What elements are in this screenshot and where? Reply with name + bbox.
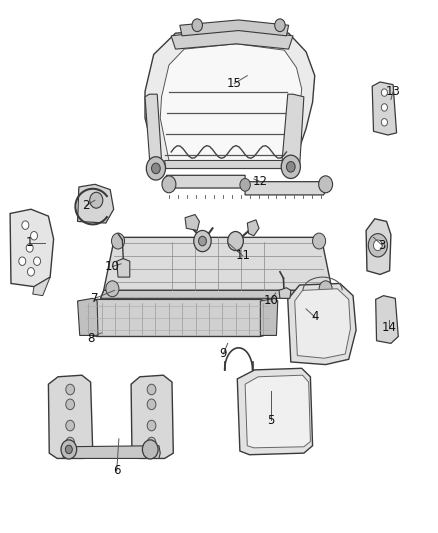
Circle shape [147,437,156,448]
Text: 3: 3 [378,239,386,252]
Polygon shape [33,277,50,296]
Text: 8: 8 [87,332,94,344]
Polygon shape [10,209,53,287]
Circle shape [381,104,388,111]
Circle shape [147,420,156,431]
Circle shape [106,281,119,297]
Circle shape [31,231,38,240]
Polygon shape [145,94,162,168]
Polygon shape [78,298,98,335]
Polygon shape [101,290,332,298]
Polygon shape [165,160,290,168]
Polygon shape [295,289,350,358]
Circle shape [152,163,160,174]
Circle shape [147,399,156,410]
Circle shape [198,236,206,246]
Circle shape [22,221,29,229]
Text: 11: 11 [236,249,251,262]
Circle shape [240,179,251,191]
Text: 9: 9 [219,348,227,360]
Circle shape [66,384,74,395]
Text: 1: 1 [26,236,33,249]
Polygon shape [260,298,278,335]
Text: 4: 4 [311,310,318,324]
Polygon shape [247,220,259,236]
Polygon shape [372,82,396,135]
Circle shape [142,440,158,459]
Circle shape [90,192,103,208]
Circle shape [26,244,33,252]
Text: 7: 7 [91,292,99,305]
Circle shape [286,161,295,172]
Polygon shape [366,219,391,274]
Text: 14: 14 [381,321,396,334]
Polygon shape [117,259,130,277]
Polygon shape [48,375,93,458]
Circle shape [319,281,332,297]
Circle shape [194,230,211,252]
Circle shape [381,89,388,96]
Circle shape [34,257,41,265]
Polygon shape [288,284,356,365]
Text: 12: 12 [253,175,268,188]
Circle shape [66,399,74,410]
Circle shape [66,437,74,448]
Circle shape [381,118,388,126]
Text: 2: 2 [82,199,90,212]
Text: 10: 10 [264,294,279,308]
Circle shape [313,233,325,249]
Polygon shape [237,368,313,455]
Circle shape [162,176,176,193]
Circle shape [374,240,382,251]
Circle shape [228,231,244,251]
Polygon shape [145,28,315,168]
Circle shape [19,257,26,265]
Text: 10: 10 [105,260,120,273]
Polygon shape [78,184,114,223]
Circle shape [28,268,35,276]
Polygon shape [279,288,291,298]
Polygon shape [160,44,302,160]
Circle shape [112,233,124,249]
Polygon shape [185,215,199,230]
Polygon shape [80,300,273,336]
Polygon shape [104,237,332,290]
Circle shape [319,176,332,193]
Circle shape [275,19,285,31]
Polygon shape [282,94,304,168]
Circle shape [281,155,300,179]
Polygon shape [131,375,173,458]
Polygon shape [376,296,398,343]
Text: 6: 6 [113,464,120,477]
Polygon shape [171,28,293,49]
Polygon shape [62,446,160,458]
Circle shape [368,233,388,257]
Polygon shape [180,20,289,36]
Circle shape [66,420,74,431]
Circle shape [65,445,72,454]
Circle shape [61,440,77,459]
Circle shape [192,19,202,31]
Circle shape [147,384,156,395]
Text: 13: 13 [385,85,400,98]
Polygon shape [245,375,311,448]
Polygon shape [162,175,328,195]
Circle shape [146,157,166,180]
Text: 15: 15 [227,77,242,90]
Text: 5: 5 [268,414,275,427]
